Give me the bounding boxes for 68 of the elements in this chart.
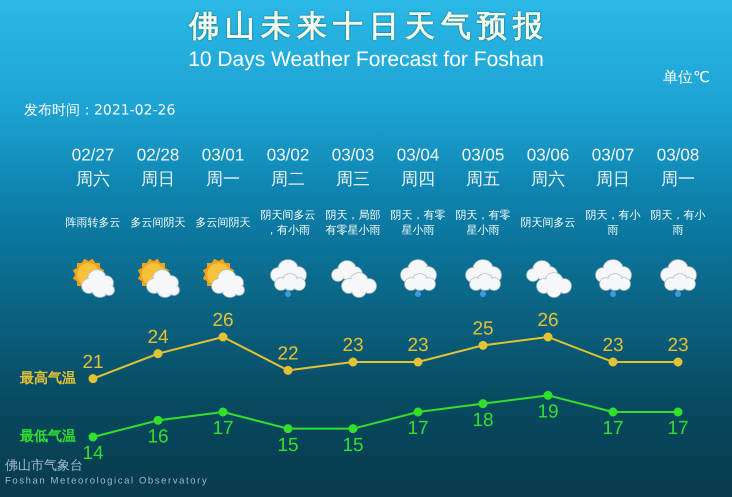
point <box>608 408 618 416</box>
data-label: 26 <box>212 310 234 332</box>
x-tick-label: 03/02 周二 <box>266 146 310 189</box>
x-tick-label: 03/07 周日 <box>592 146 634 189</box>
x-tick-label: 03/06 周六 <box>526 146 570 189</box>
chart-title: 佛山未来十日天气预报 <box>188 8 549 44</box>
point <box>218 408 228 416</box>
x-tick-label: 03/08 周一 <box>656 146 700 189</box>
point <box>154 349 162 358</box>
text: 阴天，有零星小雨 <box>390 208 446 236</box>
text: 佛山市气象台 <box>5 458 83 474</box>
text: 多云间阴天 <box>196 216 250 229</box>
point <box>284 366 292 375</box>
point <box>544 332 552 342</box>
data-label: 23 <box>667 335 689 356</box>
data-label: 25 <box>472 318 494 340</box>
text: 阵雨转多云 <box>66 216 120 229</box>
point <box>284 424 292 434</box>
data-label: 23 <box>342 335 364 356</box>
point <box>478 399 488 408</box>
x-tick-label: 03/03 周三 <box>332 146 374 189</box>
text: 单位℃ <box>663 68 710 86</box>
data-label: 23 <box>407 335 429 356</box>
data-label: 15 <box>342 434 364 456</box>
x-tick-label: 03/01 周一 <box>202 146 244 189</box>
series-label: 最低气温 <box>19 428 76 445</box>
data-label: 22 <box>277 344 299 365</box>
point <box>544 390 552 400</box>
text: 阴天，有零星小雨 <box>456 208 510 236</box>
x-tick-label: 03/05 周五 <box>462 146 504 189</box>
point <box>218 332 228 342</box>
data-label: 19 <box>537 402 559 423</box>
point <box>88 374 98 384</box>
point <box>414 358 422 366</box>
point <box>88 432 98 442</box>
data-label: 18 <box>472 410 494 431</box>
text: 多云间阴天 <box>130 216 186 229</box>
data-label: 16 <box>147 426 169 448</box>
text: 阴天，有小雨 <box>650 208 706 236</box>
data-label: 14 <box>82 443 104 464</box>
x-tick-label: 03/04 周四 <box>396 146 440 189</box>
text: 阴天，局部有零星小雨 <box>326 208 380 236</box>
point <box>154 416 162 425</box>
x-tick-label: 02/28 周日 <box>136 146 180 189</box>
data-label: 23 <box>602 335 624 356</box>
point <box>478 340 488 350</box>
text: 阴天间多云，有小雨 <box>260 208 316 236</box>
text: Foshan Meteorological Observatory <box>5 476 208 487</box>
data-label: 17 <box>602 418 624 440</box>
text: 阴天，有小雨 <box>586 208 640 236</box>
point <box>608 358 618 366</box>
text: 阴天间多云 <box>520 216 576 229</box>
point <box>414 408 422 416</box>
point <box>348 424 358 434</box>
point <box>674 358 682 366</box>
x-tick-label: 02/27 周六 <box>72 146 114 189</box>
data-label: 17 <box>407 418 429 440</box>
data-label: 17 <box>212 418 234 440</box>
series-label: 最高气温 <box>19 369 76 386</box>
data-label: 15 <box>277 434 299 456</box>
data-label: 21 <box>82 352 104 373</box>
data-label: 26 <box>537 310 559 332</box>
data-label: 17 <box>667 418 689 440</box>
data-label: 24 <box>147 326 169 348</box>
point <box>674 408 682 416</box>
text: 发布时间：2021-02-26 <box>24 102 176 119</box>
point <box>348 358 358 366</box>
chart-subtitle: 10 Days Weather Forecast for Foshan <box>188 48 544 71</box>
